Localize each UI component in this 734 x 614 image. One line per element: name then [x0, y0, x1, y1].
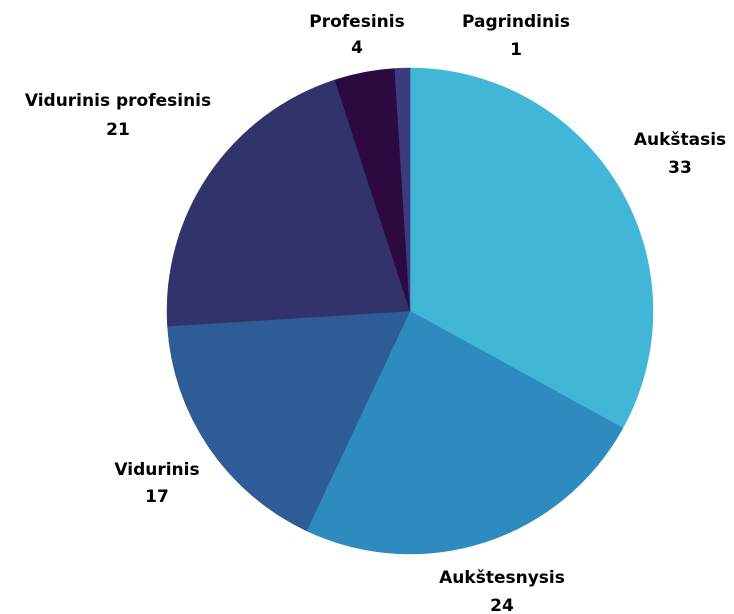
slice-label: Vidurinis — [114, 460, 199, 480]
slice-value: 33 — [668, 158, 692, 178]
slice-value: 24 — [490, 596, 514, 614]
pie-slice — [394, 67, 411, 312]
slice-label: Aukštesnysis — [439, 568, 565, 588]
slice-label: Profesinis — [309, 12, 404, 32]
slice-label: Aukštasis — [634, 130, 726, 150]
slice-value: 17 — [145, 487, 169, 507]
pie-slice — [409, 67, 654, 429]
pie-slice — [166, 79, 411, 327]
slice-value: 4 — [351, 38, 363, 58]
slice-value: 21 — [106, 120, 130, 140]
slice-label: Vidurinis profesinis — [25, 91, 211, 111]
slice-label: Pagrindinis — [462, 12, 570, 32]
slice-value: 1 — [510, 40, 522, 60]
pie-slice — [306, 310, 624, 555]
pie-slice — [167, 310, 411, 532]
